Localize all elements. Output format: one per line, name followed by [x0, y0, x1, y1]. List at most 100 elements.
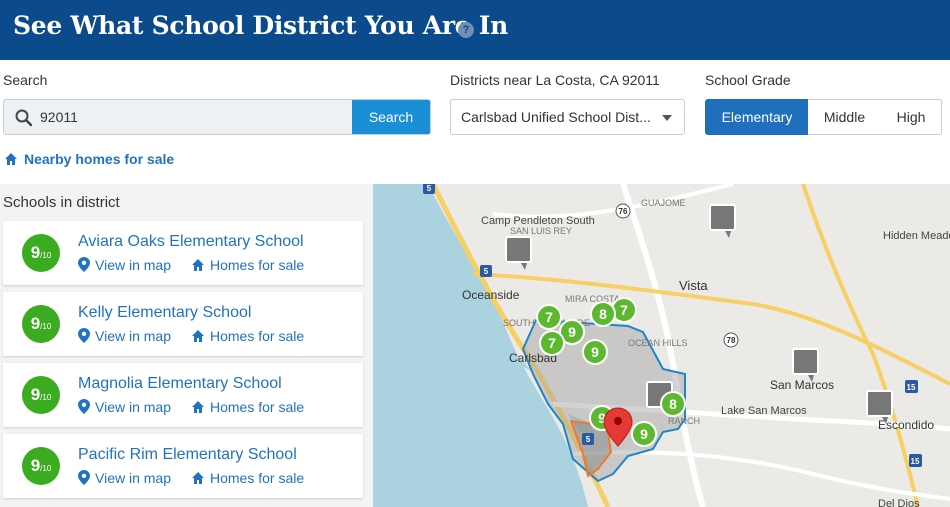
grade-elementary-button[interactable]: Elementary: [705, 99, 809, 135]
place-label: Carlsbad: [509, 351, 557, 365]
svg-text:8: 8: [599, 306, 607, 322]
svg-text:78: 78: [727, 336, 736, 345]
rating-scale: /10: [40, 322, 52, 331]
school-card[interactable]: 9/10 Kelly Elementary School View in map…: [3, 292, 363, 356]
chevron-down-icon: [662, 115, 672, 121]
rated-school-markers[interactable]: 7 7 8 9 7 9 9 8 9: [536, 297, 686, 447]
road: [620, 184, 706, 507]
homes-for-sale-link[interactable]: Homes for sale: [191, 470, 304, 486]
home-icon: [192, 330, 204, 342]
svg-text:7: 7: [545, 309, 553, 325]
school-marker: [709, 204, 736, 238]
map-pin-icon: [78, 470, 90, 485]
school-card[interactable]: 9/10 Magnolia Elementary School View in …: [3, 363, 363, 427]
grade-middle-button[interactable]: Middle: [808, 99, 882, 135]
grade-high-button[interactable]: High: [881, 99, 942, 135]
page-title: See What School District You Are In: [13, 11, 508, 40]
school-rating-marker: 9: [631, 421, 657, 447]
search-button[interactable]: Search: [352, 100, 430, 134]
lagoon: [493, 329, 533, 372]
place-label: OCEAN HILLS: [628, 338, 688, 348]
grade-label: School Grade: [705, 72, 791, 88]
svg-text:9: 9: [591, 344, 599, 360]
rating-scale: /10: [40, 251, 52, 260]
school-rating-marker: 9: [559, 319, 585, 345]
school-rating-marker: 7: [539, 330, 565, 356]
school-card[interactable]: 9/10 Pacific Rim Elementary School View …: [3, 434, 363, 498]
search-box: Search: [3, 99, 431, 135]
school-card[interactable]: 9/10 Aviara Oaks Elementary School View …: [3, 221, 363, 285]
svg-text:15: 15: [907, 383, 916, 392]
homes-for-sale-label: Homes for sale: [210, 470, 305, 486]
school-rating-marker: 7: [611, 297, 637, 323]
place-label: Oceanside: [462, 288, 520, 302]
search-input[interactable]: [40, 100, 352, 134]
road: [492, 184, 734, 219]
districts-label: Districts near La Costa, CA 92011: [450, 72, 660, 88]
map-pin-icon: [78, 328, 90, 343]
schools-title: Schools in district: [3, 194, 120, 211]
highway-shield-icon: 5: [423, 184, 435, 194]
homes-for-sale-link[interactable]: Homes for sale: [191, 328, 304, 344]
view-in-map-label: View in map: [95, 257, 172, 273]
svg-text:76: 76: [619, 207, 628, 216]
homes-for-sale-link[interactable]: Homes for sale: [191, 399, 304, 415]
view-in-map-link[interactable]: View in map: [78, 470, 171, 486]
highway-shield-icon: 78: [723, 332, 739, 348]
view-in-map-link[interactable]: View in map: [78, 257, 171, 273]
homes-for-sale-label: Homes for sale: [210, 257, 305, 273]
svg-text:9: 9: [598, 410, 606, 426]
freeway: [801, 184, 920, 507]
school-rating-marker: 8: [590, 301, 616, 327]
school-rating-marker: 8: [660, 391, 686, 417]
homes-for-sale-label: Homes for sale: [210, 399, 305, 415]
place-label: Camp Pendleton South: [481, 215, 595, 227]
nearby-homes-label: Nearby homes for sale: [24, 151, 175, 167]
place-label: SAN LUIS REY: [510, 226, 572, 236]
unrated-school-markers: [505, 204, 893, 424]
svg-text:8: 8: [669, 396, 677, 412]
school-name-link[interactable]: Magnolia Elementary School: [78, 375, 282, 392]
highway-shield-icon: 15: [905, 380, 918, 393]
highway-shield-icon: 76: [615, 203, 631, 219]
map-pin-icon: [78, 257, 90, 272]
home-icon: [5, 153, 17, 165]
highway-shield-icon: 15: [909, 454, 922, 467]
place-label: Del Dios: [878, 498, 920, 507]
map-canvas[interactable]: Camp Pendleton South SAN LUIS REY GUAJOM…: [373, 184, 950, 507]
svg-text:5: 5: [586, 435, 591, 444]
rating-scale: /10: [40, 393, 52, 402]
nearby-homes-link[interactable]: Nearby homes for sale: [4, 151, 174, 167]
view-in-map-link[interactable]: View in map: [78, 328, 171, 344]
place-label: Hidden Meadows: [883, 230, 950, 242]
page-header: See What School District You Are In ?: [0, 0, 950, 60]
ocean: [373, 184, 588, 507]
place-label: RANCH: [668, 416, 700, 426]
district-select[interactable]: Carlsbad Unified School Dist...: [450, 99, 685, 135]
svg-text:9: 9: [640, 426, 648, 442]
rating-badge: 9/10: [22, 447, 60, 485]
district-select-value: Carlsbad Unified School Dist...: [461, 109, 651, 125]
homes-for-sale-link[interactable]: Homes for sale: [191, 257, 304, 273]
district-map[interactable]: Camp Pendleton South SAN LUIS REY GUAJOM…: [373, 184, 950, 507]
highway-shield-icon: 5: [582, 433, 594, 445]
school-marker: [505, 236, 532, 270]
highway-shield-icon: 5: [480, 265, 492, 277]
svg-text:7: 7: [620, 302, 628, 318]
school-name-link[interactable]: Kelly Elementary School: [78, 304, 252, 321]
school-name-link[interactable]: Pacific Rim Elementary School: [78, 446, 297, 463]
help-icon[interactable]: ?: [458, 22, 474, 38]
view-in-map-label: View in map: [95, 328, 172, 344]
svg-text:15: 15: [911, 457, 920, 466]
rating-value: 9: [30, 456, 41, 475]
place-label: MIRA COSTA: [565, 294, 620, 304]
place-label: Lake San Marcos: [721, 405, 807, 417]
school-marker: [866, 390, 893, 424]
home-icon: [192, 472, 204, 484]
search-label: Search: [3, 72, 48, 88]
svg-text:7: 7: [548, 335, 556, 351]
map-labels: Camp Pendleton South SAN LUIS REY GUAJOM…: [462, 198, 950, 507]
view-in-map-link[interactable]: View in map: [78, 399, 171, 415]
rating-value: 9: [30, 385, 41, 404]
school-name-link[interactable]: Aviara Oaks Elementary School: [78, 233, 304, 250]
